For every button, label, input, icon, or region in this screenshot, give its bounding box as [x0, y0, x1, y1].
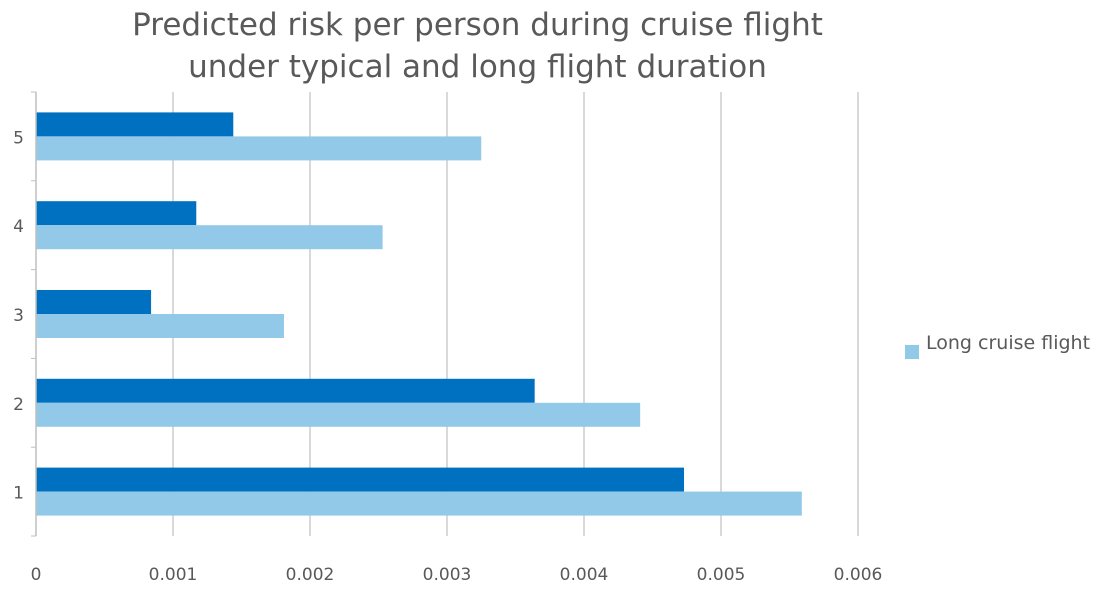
bars [36, 112, 802, 516]
bar-series2-cat4 [36, 225, 383, 250]
bar-series2-cat3 [36, 314, 284, 338]
x-tick-label-6: 0.006 [834, 565, 883, 585]
x-tick-label-3: 0.003 [423, 565, 472, 585]
x-tick-label-4: 0.004 [560, 565, 609, 585]
y-tick-label-3: 3 [13, 306, 24, 326]
y-tick-label-2: 2 [13, 395, 24, 415]
y-tick-label-5: 5 [13, 128, 24, 148]
bar-series1-cat4 [36, 201, 197, 226]
x-tick-label-1: 0.001 [149, 565, 198, 585]
legend: Long cruise flight [905, 332, 1090, 359]
legend-swatch-long-cruise-flight [905, 345, 919, 359]
bar-series1-cat1 [36, 467, 685, 492]
chart-title-line-2: under typical and long flight duration [188, 49, 767, 85]
x-tick-label-0: 0 [31, 565, 42, 585]
axes: 0 0.001 0.002 0.003 0.004 0.005 0.006 1 2 3 4 5 [13, 91, 883, 585]
bar-series1-cat2 [36, 378, 535, 403]
legend-label-long-cruise-flight: Long cruise flight [926, 332, 1090, 354]
bar-series1-cat5 [36, 112, 234, 137]
x-tick-label-5: 0.005 [697, 565, 746, 585]
y-tick-label-1: 1 [13, 484, 24, 504]
chart-title-line-1: Predicted risk per person during cruise … [132, 7, 823, 43]
y-tick-label-4: 4 [13, 217, 24, 237]
bar-series2-cat1 [36, 491, 802, 516]
x-tick-label-2: 0.002 [286, 565, 335, 585]
chart-title: Predicted risk per person during cruise … [0, 4, 955, 88]
bar-series2-cat5 [36, 136, 482, 161]
bar-series2-cat2 [36, 402, 641, 427]
bar-series1-cat3 [36, 290, 152, 314]
